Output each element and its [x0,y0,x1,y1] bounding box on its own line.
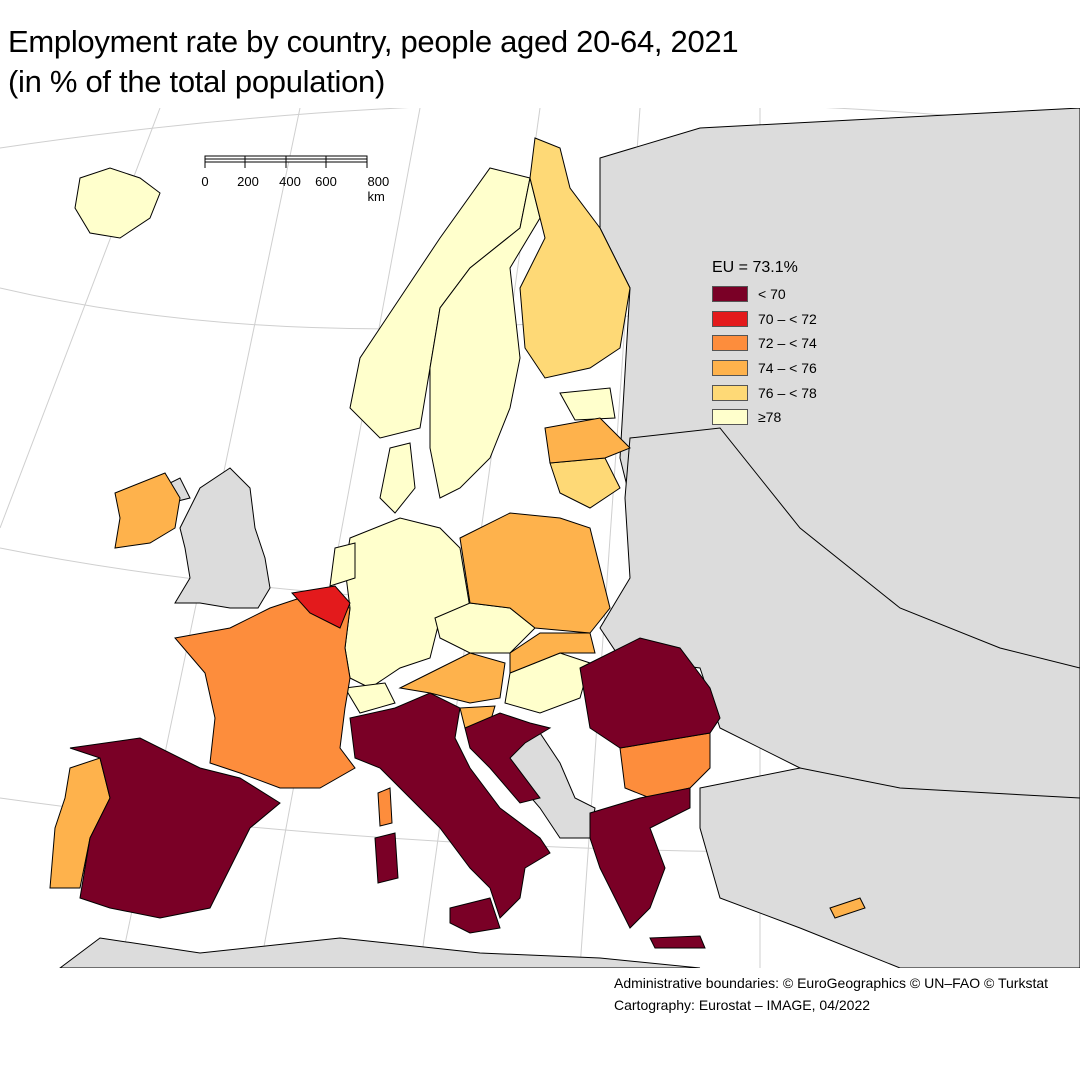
legend-swatch [712,335,748,352]
country-sardinia [374,832,399,884]
legend-label: 74 – < 76 [758,360,817,377]
country-latvia [544,417,631,464]
map-title: Employment rate by country, people aged … [8,22,739,102]
legend-swatch [712,384,748,401]
country-estonia [559,387,616,421]
country-slovakia [509,632,596,674]
country-sicily [449,897,501,934]
scale-bar: 0 200 400 600 800 km [200,152,420,204]
country-denmark [379,442,416,514]
country-sweden [429,177,541,499]
country-lithuania [549,457,621,509]
legend-label: 72 – < 74 [758,335,817,352]
legend-item: ≥78 [712,405,892,430]
uk [174,467,271,609]
scale-bar-ruler [204,155,368,168]
scale-tick-400: 400 [279,174,301,189]
country-cyprus [829,897,866,919]
country-austria [398,652,506,704]
country-italy [349,692,551,919]
country-iceland [74,167,161,239]
country-france [174,597,356,789]
credits: Administrative boundaries: © EuroGeograp… [614,972,1048,1016]
legend-swatch [712,360,748,377]
country-corsica [377,787,393,827]
scale-tick-200: 200 [237,174,259,189]
country-greece [589,787,691,929]
scale-tick-0: 0 [201,174,209,189]
country-poland [459,512,611,634]
country-belgium [291,585,351,629]
credits-boundaries: Administrative boundaries: © EuroGeograp… [614,975,1049,991]
legend-label: 70 – < 72 [758,310,817,327]
country-romania [579,637,721,749]
title-line-1: Employment rate by country, people aged … [8,24,739,59]
legend-swatch [712,409,748,426]
title-line-2: (in % of the total population) [8,64,386,99]
country-ireland [114,472,181,549]
legend-label: ≥78 [758,409,782,426]
country-netherlands [329,542,356,587]
legend-swatch [712,286,748,303]
europe-map [0,108,1080,968]
eu-countries [49,137,866,949]
legend-item: 74 – < 76 [712,356,892,381]
credits-cartography: Cartography: Eurostat – IMAGE, 04/2022 [614,997,871,1013]
legend-item: < 70 [712,282,892,307]
legend-title: EU = 73.1% [712,259,798,276]
country-croatia [464,712,552,804]
legend-item: 72 – < 74 [712,331,892,356]
scale-tick-800: 800 km [367,174,390,204]
legend-item: 76 – < 78 [712,380,892,405]
turkey [699,767,1080,968]
non-eu-land [59,108,1080,968]
north-africa [59,937,701,968]
country-crete [649,935,706,949]
country-switzerland [344,682,396,714]
country-finland [519,137,631,379]
country-spain [69,737,281,919]
legend-label: < 70 [758,286,786,303]
legend: EU = 73.1% < 70 70 – < 72 72 – < 74 74 –… [712,258,892,430]
legend-swatch [712,310,748,327]
scale-tick-600: 600 [315,174,337,189]
legend-label: 76 – < 78 [758,384,817,401]
legend-item: 70 – < 72 [712,307,892,332]
